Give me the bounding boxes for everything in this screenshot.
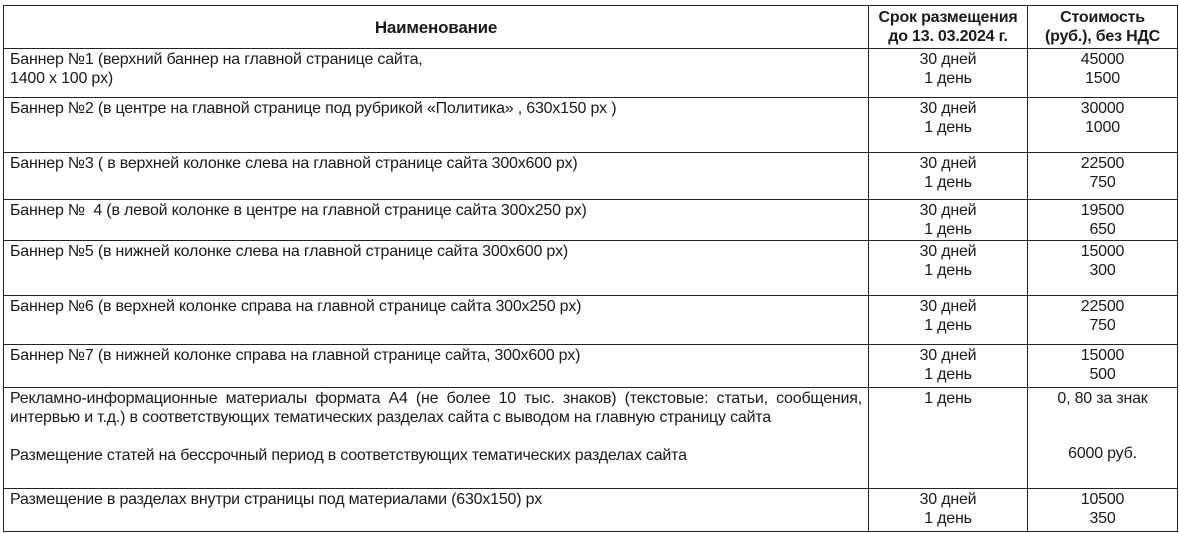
price-line: 6000 руб.: [1068, 445, 1137, 462]
row-name: Баннер № 4 (в левой колонке в центре на …: [3, 199, 869, 241]
term-line: 1 день: [924, 262, 972, 279]
price-line: 1000: [1085, 119, 1120, 136]
price-line: 500: [1089, 366, 1116, 383]
row-name: Баннер №6 (в верхней колонке справа на г…: [3, 295, 869, 345]
term-line: 30 дней: [919, 155, 977, 172]
row-term: 1 день: [868, 387, 1028, 489]
row-term: 30 дней 1 день: [868, 97, 1028, 153]
price-line: 650: [1089, 221, 1116, 238]
term-line: 1 день: [924, 70, 972, 87]
row-price: 0, 80 за знак 6000 руб.: [1027, 387, 1178, 489]
price-line: 45000: [1080, 51, 1125, 68]
row-price: 22500 750: [1027, 295, 1178, 345]
articles-name2: Размещение статей на бессрочный период в…: [10, 447, 687, 464]
row-term: 30 дней 1 день: [868, 488, 1028, 532]
term-line: 30 дней: [919, 298, 977, 315]
term-line: 30 дней: [919, 243, 977, 260]
header-price-line: Стоимость: [1060, 9, 1145, 26]
term-line: 1 день: [924, 366, 972, 383]
header-name: Наименование: [3, 5, 869, 49]
term-line: 30 дней: [919, 347, 977, 364]
table-row: Баннер №6 (в верхней колонке справа на г…: [3, 295, 1178, 345]
row-name-line: 1400 х 100 px): [10, 70, 114, 87]
price-line: 22500: [1080, 298, 1125, 315]
articles-name: Рекламно-информационные материалы формат…: [10, 390, 862, 426]
header-row: Наименование Срок размещения до 13. 03.20…: [3, 5, 1178, 49]
term-line: 1 день: [924, 221, 972, 238]
price-line: 19500: [1080, 202, 1125, 219]
table-row: Баннер № 4 (в левой колонке в центре на …: [3, 199, 1178, 241]
price-line: 0, 80 за знак: [1057, 390, 1148, 407]
row-name-line: Баннер №1 (верхний баннер на главной стр…: [10, 51, 423, 68]
row-name: Рекламно-информационные материалы формат…: [3, 387, 869, 489]
row-term: 30 дней 1 день: [868, 344, 1028, 388]
row-name: Баннер №1 (верхний баннер на главной стр…: [3, 48, 869, 98]
table-row: Баннер №5 (в нижней колонке слева на гла…: [3, 240, 1178, 296]
table-row: Баннер №2 (в центре на главной странице …: [3, 97, 1178, 153]
price-line: 15000: [1080, 243, 1125, 260]
term-line: 30 дней: [919, 51, 977, 68]
table-row: Баннер №7 (в нижней колонке справа на гл…: [3, 344, 1178, 388]
table-row-articles: Рекламно-информационные материалы формат…: [3, 387, 1178, 489]
price-line: 22500: [1080, 155, 1125, 172]
price-line: 30000: [1080, 100, 1125, 117]
term-line: 30 дней: [919, 202, 977, 219]
header-term-line: до 13. 03.2024 г.: [888, 28, 1008, 45]
price-line: 750: [1089, 317, 1116, 334]
header-term: Срок размещения до 13. 03.2024 г.: [868, 5, 1028, 49]
term-line: 1 день: [924, 119, 972, 136]
row-price: 15000 500: [1027, 344, 1178, 388]
price-line: 350: [1089, 510, 1116, 527]
term-line: 1 день: [924, 174, 972, 191]
price-line: 300: [1089, 262, 1116, 279]
row-name: Баннер №3 ( в верхней колонке слева на г…: [3, 152, 869, 200]
price-line: 10500: [1080, 491, 1125, 508]
price-line: 1500: [1085, 70, 1120, 87]
row-term: 30 дней 1 день: [868, 240, 1028, 296]
price-table: Наименование Срок размещения до 13. 03.20…: [3, 5, 1178, 532]
table-row: Размещение в разделах внутри страницы по…: [3, 488, 1178, 532]
row-price: 19500 650: [1027, 199, 1178, 241]
table-row: Баннер №3 ( в верхней колонке слева на г…: [3, 152, 1178, 200]
row-term: 30 дней 1 день: [868, 152, 1028, 200]
row-term: 30 дней 1 день: [868, 295, 1028, 345]
row-name: Баннер №2 (в центре на главной странице …: [3, 97, 869, 153]
row-name: Размещение в разделах внутри страницы по…: [3, 488, 869, 532]
term-line: 1 день: [924, 317, 972, 334]
row-price: 30000 1000: [1027, 97, 1178, 153]
row-price: 10500 350: [1027, 488, 1178, 532]
table-row: Баннер №1 (верхний баннер на главной стр…: [3, 48, 1178, 98]
row-name: Баннер №5 (в нижней колонке слева на гла…: [3, 240, 869, 296]
row-term: 30 дней 1 день: [868, 199, 1028, 241]
price-line: 15000: [1080, 347, 1125, 364]
row-name: Баннер №7 (в нижней колонке справа на гл…: [3, 344, 869, 388]
header-term-line: Срок размещения: [878, 9, 1018, 26]
row-price: 45000 1500: [1027, 48, 1178, 98]
row-price: 15000 300: [1027, 240, 1178, 296]
term-line: 1 день: [924, 510, 972, 527]
row-price: 22500 750: [1027, 152, 1178, 200]
row-term: 30 дней 1 день: [868, 48, 1028, 98]
term-line: 30 дней: [919, 491, 977, 508]
term-line: 30 дней: [919, 100, 977, 117]
header-price-line: (руб.), без НДС: [1044, 28, 1161, 45]
header-price: Стоимость (руб.), без НДС: [1027, 5, 1178, 49]
price-line: 750: [1089, 174, 1116, 191]
